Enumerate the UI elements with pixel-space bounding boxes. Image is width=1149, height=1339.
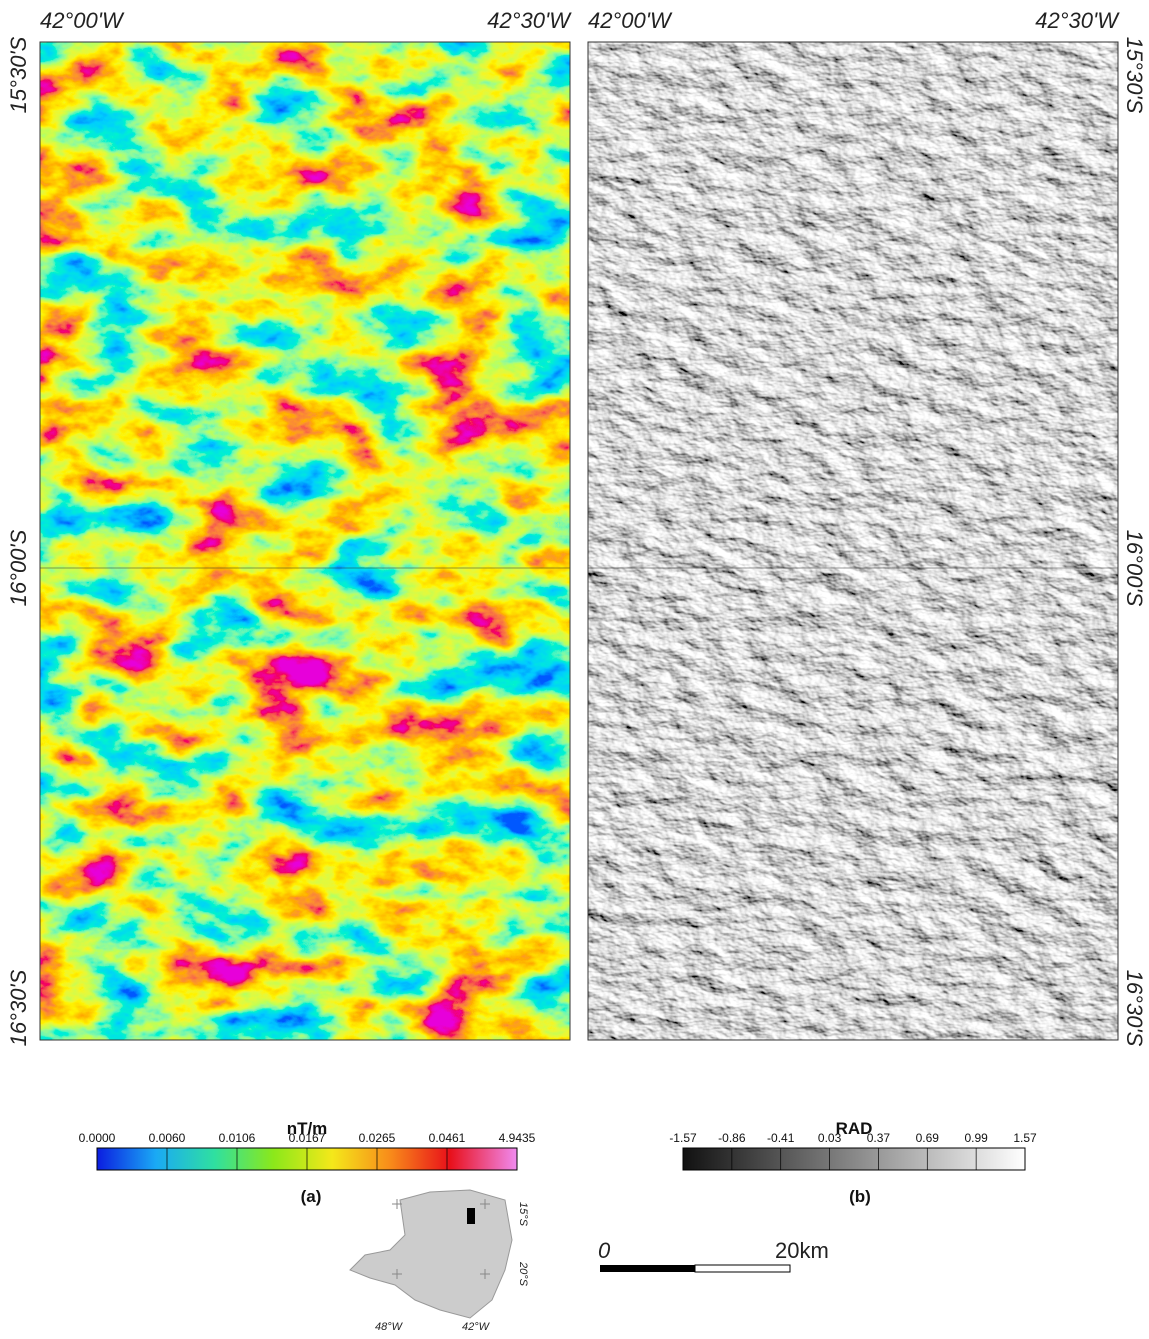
side-label: 16°00'S [6, 529, 31, 606]
panel-caption: (a) [301, 1187, 322, 1206]
colorbar-label: 0.0106 [219, 1131, 256, 1145]
colorbar-label: 1.57 [1013, 1131, 1037, 1145]
map-a [40, 42, 570, 1040]
side-label: 15°30'S [1122, 37, 1147, 114]
colorbar-label: -1.57 [669, 1131, 697, 1145]
inset-lon: 48°W [375, 1321, 404, 1333]
colorbar-label: 0.0167 [289, 1131, 326, 1145]
colorbar-label: 0.0000 [79, 1131, 116, 1145]
scale-bar [600, 1265, 790, 1272]
side-label: 16°30'S [6, 969, 31, 1046]
inset-lat: 20°S [517, 1261, 529, 1287]
top-label: 42°30'W [1035, 8, 1120, 33]
side-label: 16°30'S [1122, 970, 1147, 1047]
colorbar-label: 0.99 [964, 1131, 988, 1145]
colorbar-label: -0.86 [718, 1131, 746, 1145]
inset-map [350, 1190, 512, 1318]
inset-lat: 15°S [517, 1202, 529, 1227]
colorbar-b [683, 1148, 1025, 1170]
map-b [588, 42, 1118, 1040]
colorbar-label: 0.0461 [429, 1131, 466, 1145]
panel-caption: (b) [849, 1187, 871, 1206]
colorbar-label: 0.37 [867, 1131, 891, 1145]
scale-end: 20km [775, 1238, 829, 1263]
figure: 0 20km 15°S 20°S 48°W 42°W 42°00'W 42°30'… [0, 0, 1149, 1334]
top-label: 42°00'W [588, 8, 673, 33]
side-label: 15°30'S [6, 36, 31, 113]
colorbar-label: 0.03 [818, 1131, 842, 1145]
scale-start: 0 [598, 1238, 611, 1263]
top-label: 42°00'W [40, 8, 125, 33]
colorbar-label: 0.69 [916, 1131, 940, 1145]
top-label: 42°30'W [487, 8, 572, 33]
colorbar-label: 0.0265 [359, 1131, 396, 1145]
colorbar-label: 4.9435 [499, 1131, 536, 1145]
colorbar-label: -0.41 [767, 1131, 795, 1145]
side-label: 16°00'S [1122, 530, 1147, 607]
colorbar-label: 0.0060 [149, 1131, 186, 1145]
inset-lon: 42°W [462, 1321, 491, 1333]
